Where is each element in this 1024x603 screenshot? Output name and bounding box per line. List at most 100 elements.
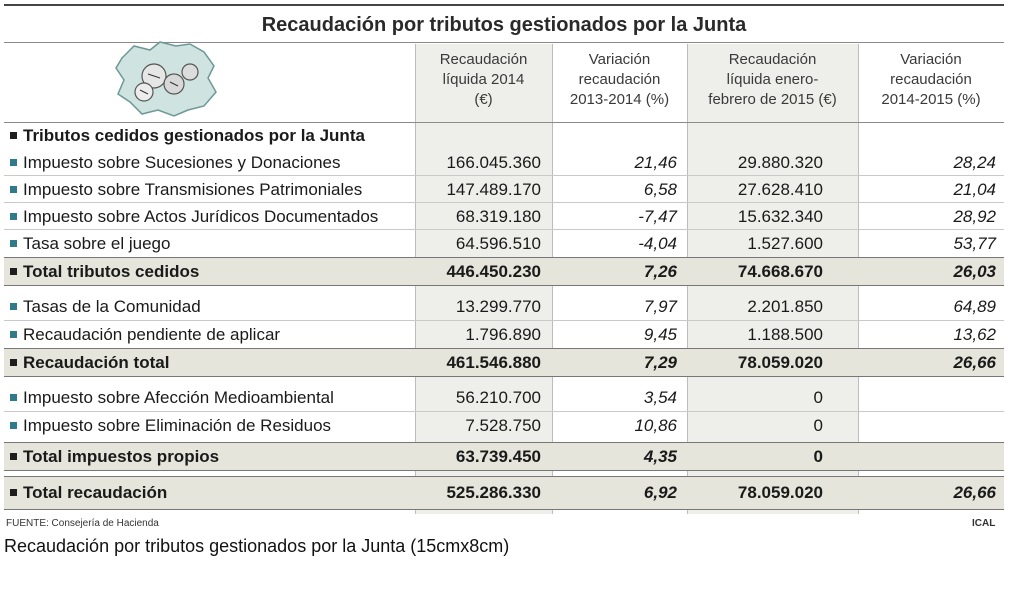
header-line: (€) bbox=[474, 91, 493, 108]
title-divider bbox=[4, 42, 1004, 43]
square-bullet-icon bbox=[10, 186, 17, 193]
row-label: Tasa sobre el juego bbox=[10, 234, 170, 254]
square-bullet-icon bbox=[10, 422, 17, 429]
cell-variacion-2013-2014: 10,86 bbox=[634, 416, 677, 435]
cell-variacion-2013-2014: 6,58 bbox=[643, 180, 677, 199]
row-label-text: Total recaudación bbox=[23, 483, 168, 502]
square-bullet-icon bbox=[10, 303, 17, 310]
row-divider bbox=[4, 320, 1004, 321]
table-row: Impuesto sobre Afección Medioambiental 5… bbox=[4, 384, 1004, 410]
cell-variacion-2014-2015: 28,92 bbox=[953, 207, 996, 226]
header-variacion-2014-2015: Variación recaudación 2014-2015 (%) bbox=[858, 50, 1004, 110]
cell-variacion-2014-2015: 26,03 bbox=[953, 262, 996, 281]
cell-recaudacion-2014: 64.596.510 bbox=[455, 234, 541, 253]
cell-recaudacion-2014: 166.045.360 bbox=[446, 153, 541, 172]
cell-recaudacion-2014: 1.796.890 bbox=[465, 325, 541, 344]
castilla-leon-map-icon bbox=[115, 41, 217, 117]
cell-variacion-2013-2014: -4,04 bbox=[638, 234, 677, 253]
credit-label: ICAL bbox=[972, 518, 996, 529]
header-line: recaudación bbox=[578, 71, 661, 88]
header-line: líquida enero- bbox=[726, 71, 819, 88]
header-line: Variación bbox=[900, 51, 962, 68]
cell-variacion-2013-2014: 4,35 bbox=[643, 447, 677, 466]
row-label: Tasas de la Comunidad bbox=[10, 297, 201, 317]
square-bullet-icon bbox=[10, 331, 17, 338]
row-label-text: Impuesto sobre Eliminación de Residuos bbox=[23, 416, 332, 435]
cell-recaudacion-2015: 1.527.600 bbox=[747, 234, 823, 253]
cell-variacion-2013-2014: 21,46 bbox=[634, 153, 677, 172]
row-label: Total impuestos propios bbox=[10, 447, 219, 467]
header-line: Recaudación bbox=[439, 51, 528, 68]
row-label: Recaudación total bbox=[10, 353, 169, 373]
cell-recaudacion-2015: 0 bbox=[813, 388, 823, 407]
infographic-title: Recaudación por tributos gestionados por… bbox=[261, 14, 747, 36]
row-divider bbox=[4, 202, 1004, 203]
row-label-text: Recaudación total bbox=[23, 353, 170, 372]
square-bullet-icon bbox=[10, 240, 17, 247]
row-label: Impuesto sobre Sucesiones y Donaciones bbox=[10, 153, 341, 173]
section-heading-label: Tributos cedidos gestionados por la Junt… bbox=[10, 126, 365, 146]
cell-recaudacion-2015: 2.201.850 bbox=[747, 297, 823, 316]
row-divider bbox=[4, 229, 1004, 230]
header-line: líquida 2014 bbox=[442, 71, 525, 88]
header-line: febrero de 2015 (€) bbox=[708, 91, 837, 108]
row-label-text: Tasa sobre el juego bbox=[23, 234, 171, 253]
cell-recaudacion-2015: 1.188.500 bbox=[747, 325, 823, 344]
cell-variacion-2014-2015: 13,62 bbox=[953, 325, 996, 344]
cell-variacion-2014-2015: 64,89 bbox=[953, 297, 996, 316]
cell-variacion-2013-2014: 9,45 bbox=[643, 325, 677, 344]
header-line: 2014-2015 (%) bbox=[881, 91, 981, 108]
image-caption: Recaudación por tributos gestionados por… bbox=[4, 536, 510, 556]
cell-variacion-2013-2014: 7,29 bbox=[643, 353, 677, 372]
table-row: Tasas de la Comunidad 13.299.770 7,97 2.… bbox=[4, 293, 1004, 319]
cell-recaudacion-2014: 63.739.450 bbox=[455, 447, 541, 466]
row-divider bbox=[4, 411, 1004, 412]
total-row: Total tributos cedidos 446.450.230 7,26 … bbox=[4, 257, 1004, 286]
table-row: Impuesto sobre Sucesiones y Donaciones 1… bbox=[4, 149, 1004, 175]
row-label: Impuesto sobre Transmisiones Patrimonial… bbox=[10, 180, 362, 200]
row-label-text: Total impuestos propios bbox=[23, 447, 220, 466]
square-bullet-icon bbox=[10, 213, 17, 220]
cell-variacion-2013-2014: 3,54 bbox=[643, 388, 677, 407]
cell-recaudacion-2015: 74.668.670 bbox=[737, 262, 823, 281]
row-label: Total recaudación bbox=[10, 483, 167, 503]
total-row: Recaudación total 461.546.880 7,29 78.05… bbox=[4, 348, 1004, 377]
square-bullet-icon bbox=[10, 453, 17, 460]
row-label: Impuesto sobre Afección Medioambiental bbox=[10, 388, 334, 408]
header-divider bbox=[4, 122, 1004, 123]
square-bullet-icon bbox=[10, 394, 17, 401]
row-label: Recaudación pendiente de aplicar bbox=[10, 325, 280, 345]
row-label-text: Impuesto sobre Sucesiones y Donaciones bbox=[23, 153, 341, 172]
row-label-text: Total tributos cedidos bbox=[23, 262, 200, 281]
header-variacion-2013-2014: Variación recaudación 2013-2014 (%) bbox=[552, 50, 687, 110]
cell-recaudacion-2015: 29.880.320 bbox=[737, 153, 823, 172]
row-label: Total tributos cedidos bbox=[10, 262, 199, 282]
cell-recaudacion-2014: 147.489.170 bbox=[446, 180, 541, 199]
square-bullet-icon bbox=[10, 159, 17, 166]
header-line: Variación bbox=[588, 51, 651, 68]
cell-variacion-2014-2015: 53,77 bbox=[953, 234, 996, 253]
header-recaudacion-2014: Recaudación líquida 2014 (€) bbox=[415, 50, 552, 110]
source-note: FUENTE: Consejería de Hacienda bbox=[6, 518, 159, 529]
row-label-text: Impuesto sobre Afección Medioambiental bbox=[23, 388, 334, 407]
cell-variacion-2014-2015: 21,04 bbox=[953, 180, 996, 199]
grand-total-row: Total recaudación 525.286.330 6,92 78.05… bbox=[4, 476, 1004, 510]
table-row: Impuesto sobre Actos Jurídicos Documenta… bbox=[4, 203, 1004, 229]
cell-variacion-2014-2015: 26,66 bbox=[953, 353, 996, 372]
cell-recaudacion-2015: 15.632.340 bbox=[737, 207, 823, 226]
cell-recaudacion-2015: 0 bbox=[813, 416, 823, 435]
header-line: 2013-2014 (%) bbox=[569, 91, 670, 108]
cell-recaudacion-2015: 27.628.410 bbox=[737, 180, 823, 199]
cell-recaudacion-2014: 446.450.230 bbox=[446, 262, 541, 281]
header-line: recaudación bbox=[890, 71, 972, 88]
row-label: Impuesto sobre Actos Jurídicos Documenta… bbox=[10, 207, 378, 227]
cell-recaudacion-2014: 68.319.180 bbox=[455, 207, 541, 226]
cell-variacion-2013-2014: -7,47 bbox=[638, 207, 677, 226]
cell-recaudacion-2015: 78.059.020 bbox=[737, 483, 823, 502]
row-label-text: Tasas de la Comunidad bbox=[23, 297, 201, 316]
table-row: Impuesto sobre Transmisiones Patrimonial… bbox=[4, 176, 1004, 202]
table-row: Tasa sobre el juego 64.596.510 -4,04 1.5… bbox=[4, 230, 1004, 256]
cell-variacion-2013-2014: 6,92 bbox=[643, 483, 677, 502]
total-row: Total impuestos propios 63.739.450 4,35 … bbox=[4, 442, 1004, 471]
cell-recaudacion-2015: 78.059.020 bbox=[737, 353, 823, 372]
